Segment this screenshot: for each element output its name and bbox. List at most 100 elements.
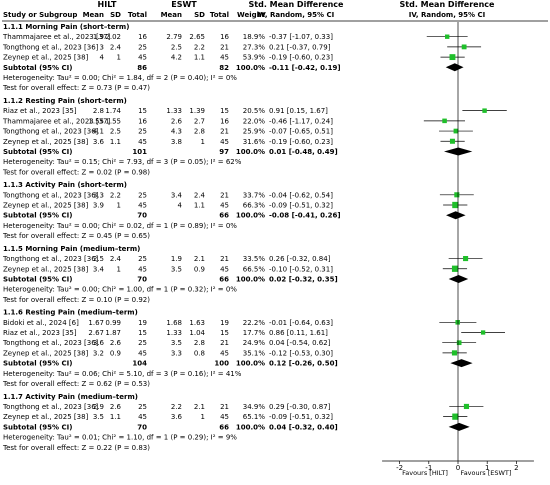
eswt-mean-cell: 1.9 [171, 255, 182, 263]
study-marker [449, 138, 455, 144]
smd-ci-cell: -0.46 [-1.17, 0.24] [269, 117, 333, 125]
smd-ci-cell: -0.19 [-0.60, 0.23] [269, 138, 333, 146]
eswt-mean-cell: 3.4 [171, 191, 183, 199]
weight-cell: 27.3% [243, 43, 266, 51]
x-tick-label: 0 [456, 464, 460, 472]
hilt-mean-cell: 1.67 [88, 319, 104, 327]
smd-ci-cell: -0.10 [-0.52, 0.31] [269, 265, 333, 273]
study-name: Bidoki et al., 2024 [6] [3, 319, 79, 327]
weight-header: Weight [237, 11, 266, 19]
eswt-sd-cell: 2.65 [189, 33, 205, 41]
hilt-total-cell: 25 [138, 191, 147, 199]
hilt-sd-cell: 1.55 [105, 117, 121, 125]
eswt-mean-cell: 2.2 [171, 403, 182, 411]
hilt-group-header: HILT [98, 0, 117, 9]
hilt-total-cell: 45 [138, 138, 147, 146]
study-marker [463, 256, 469, 262]
smd-ci-cell: -0.12 [-0.53, 0.30] [269, 349, 333, 357]
study-name: Riaz et al., 2023 [35] [3, 329, 77, 337]
smd-ci-cell: -0.01 [-0.64, 0.63] [269, 319, 333, 327]
eswt-sd-cell: 0.8 [194, 349, 205, 357]
eswt-sd-cell: 2.1 [194, 255, 205, 263]
subtotal-diamond [448, 422, 470, 431]
hilt-total-cell: 16 [138, 33, 147, 41]
method-header-left: IV, Random, 95% CI [258, 11, 334, 19]
hilt-mean-cell: 1.55 [88, 117, 104, 125]
favours-eswt-label: Favours [ESWT] [461, 469, 512, 477]
smd-ci-cell: 0.86 [0.11, 1.61] [269, 329, 328, 337]
study-marker [463, 403, 470, 410]
eswt-subtotal-cell: 66 [219, 275, 229, 283]
study-marker [452, 201, 459, 209]
weight-cell: 22.0% [243, 117, 266, 125]
eswt-sd-cell: 1.63 [189, 319, 205, 327]
weight-cell: 31.6% [243, 138, 266, 146]
smd-ci-cell: 0.26 [-0.32, 0.84] [269, 255, 331, 263]
eswt-mean-cell: 4 [178, 202, 183, 210]
eswt-total-cell: 15 [220, 329, 229, 337]
plot-area [423, 22, 507, 461]
subtotal-ci-cell: 0.12 [-0.26, 0.50] [269, 360, 338, 368]
hilt-mean-cell: 2.5 [93, 255, 104, 263]
eswt-subtotal-cell: 100 [214, 360, 229, 368]
hilt-total-cell: 45 [138, 202, 147, 210]
eswt-total-cell: 21 [220, 191, 229, 199]
hilt-mean-cell: 3.3 [93, 191, 104, 199]
eswt-mean-cell: 3.5 [171, 339, 182, 347]
study-marker [442, 118, 447, 124]
eswt-sd-cell: 1 [201, 413, 205, 421]
eswt-sd-cell: 0.9 [194, 265, 205, 273]
smd-ci-cell: 0.04 [-0.54, 0.62] [269, 339, 331, 347]
study-column-header: Study or Subgroup [3, 11, 77, 19]
x-tick-label: 1 [485, 464, 489, 472]
subtotal-diamond [445, 63, 464, 72]
study-name: Thammajaree et al., 2023 [37] [2, 33, 111, 41]
hilt-total-cell: 15 [138, 329, 147, 337]
weight-cell: 17.7% [243, 329, 266, 337]
eswt-sd-cell: 2.1 [194, 403, 205, 411]
subtotal-ci-cell: -0.11 [-0.42, 0.19] [269, 64, 341, 72]
eswt-mean-cell: 4.3 [171, 128, 182, 136]
study-marker [453, 128, 459, 134]
hilt-total-cell: 45 [138, 349, 147, 357]
subtotal-label: Subtotal (95% CI) [3, 148, 72, 156]
hilt-subtotal-cell: 70 [137, 212, 147, 220]
smd-header-right: Std. Mean Difference [400, 0, 496, 9]
hilt-subtotal-cell: 70 [137, 275, 147, 283]
weight-cell: 35.1% [243, 349, 266, 357]
eswt-total-cell: 21 [220, 339, 229, 347]
eswt-total-cell: 15 [220, 107, 229, 115]
weight-cell: 25.9% [243, 128, 266, 136]
table-header: HILT ESWT Std. Mean Difference Std. Mean… [2, 0, 548, 22]
hilt-mean-cell: 3.5 [93, 413, 104, 421]
eswt-mean-header: Mean [161, 11, 182, 19]
eswt-sd-cell: 1.1 [194, 54, 205, 62]
eswt-sd-cell: 2.4 [194, 191, 206, 199]
eswt-sd-header: SD [194, 11, 205, 19]
eswt-mean-cell: 3.8 [171, 138, 182, 146]
subtotal-weight-cell: 100.0% [236, 423, 265, 431]
study-name: Zeynep et al., 2025 [38] [3, 265, 89, 273]
weight-cell: 66.5% [243, 265, 266, 273]
eswt-mean-cell: 2.79 [166, 33, 182, 41]
eswt-mean-cell: 3.5 [171, 265, 182, 273]
eswt-total-cell: 45 [220, 202, 229, 210]
eswt-mean-cell: 3.6 [171, 413, 183, 421]
hilt-sd-cell: 1 [117, 202, 121, 210]
hilt-sd-cell: 2.6 [110, 339, 122, 347]
hilt-total-cell: 16 [138, 117, 147, 125]
subtotal-label: Subtotal (95% CI) [3, 423, 72, 431]
subtotal-label: Subtotal (95% CI) [3, 360, 72, 368]
hilt-subtotal-cell: 104 [132, 360, 147, 368]
weight-cell: 33.5% [243, 255, 266, 263]
eswt-subtotal-cell: 66 [219, 423, 229, 431]
study-marker [456, 340, 462, 346]
smd-ci-cell: 0.21 [-0.37, 0.79] [269, 43, 331, 51]
smd-ci-cell: -0.09 [-0.51, 0.32] [269, 413, 333, 421]
hilt-sd-cell: 2.4 [110, 255, 122, 263]
hilt-mean-cell: 3.4 [93, 265, 105, 273]
subgroup-title: 1.1.7 Activity Pain (medium–term) [3, 393, 138, 401]
eswt-total-cell: 21 [220, 403, 229, 411]
hilt-sd-cell: 0.9 [110, 349, 121, 357]
